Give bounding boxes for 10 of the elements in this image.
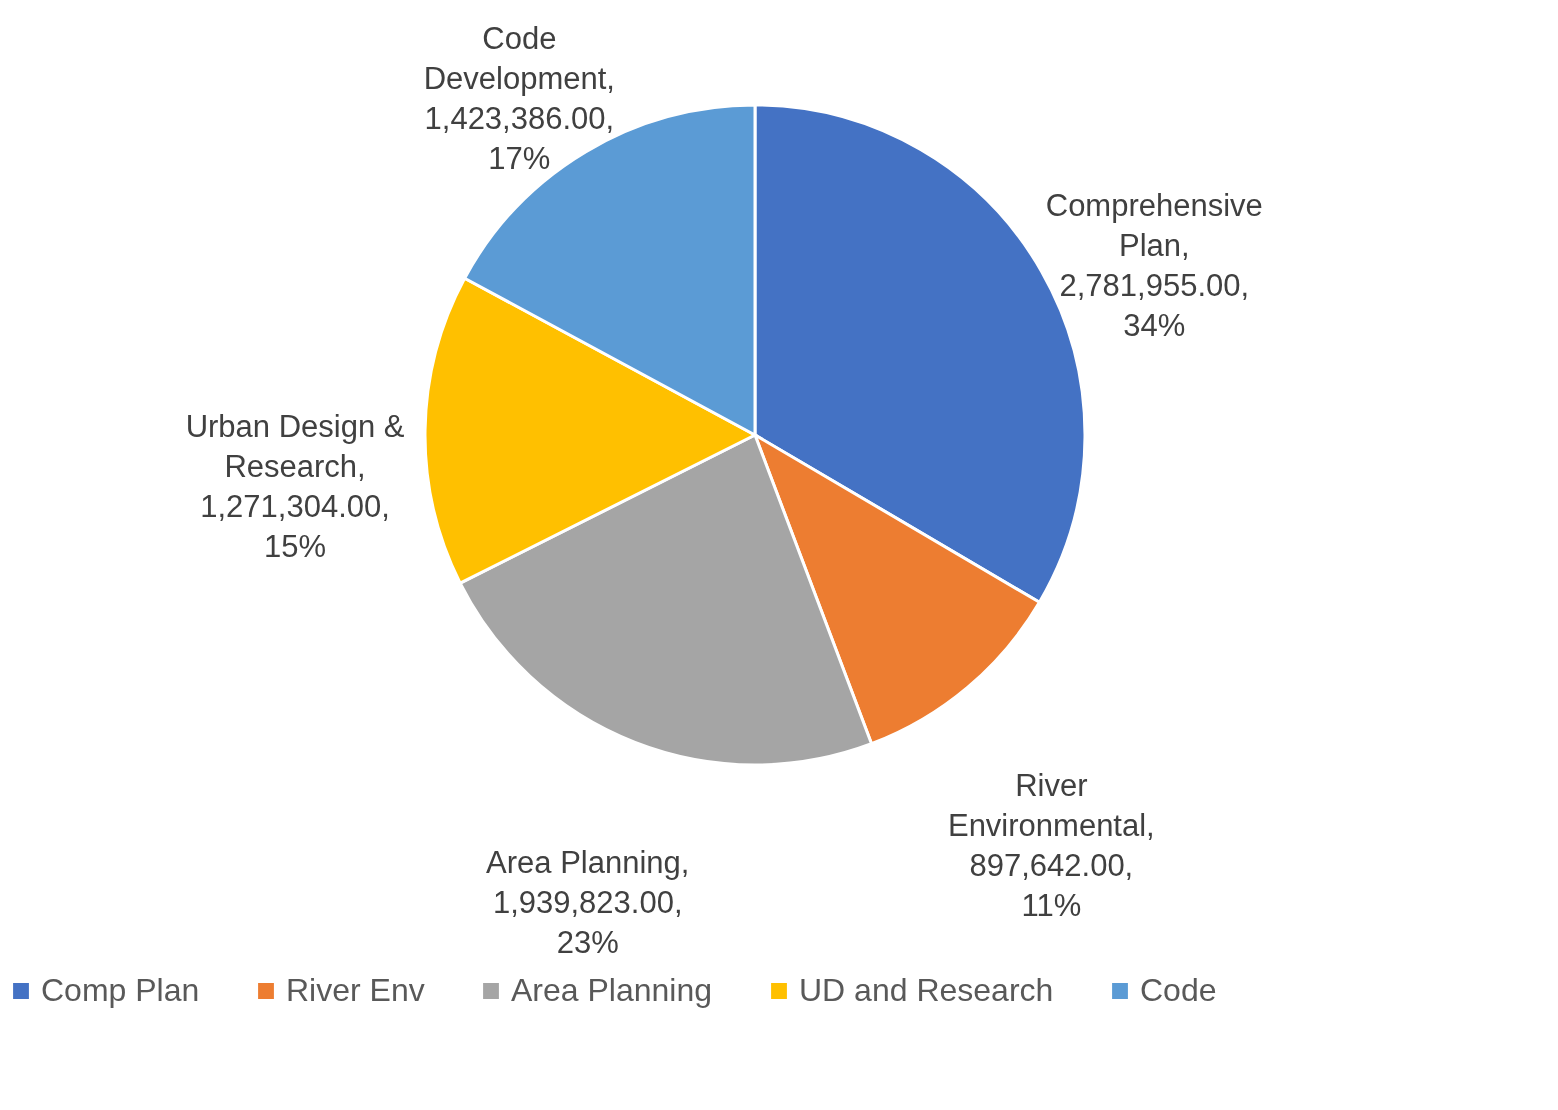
legend-label: River Env xyxy=(286,972,425,1008)
legend-label: Comp Plan xyxy=(41,972,200,1008)
legend-label: UD and Research xyxy=(799,972,1054,1008)
data-label: Area Planning, 1,939,823.00, 23% xyxy=(486,844,690,960)
legend-label: Code xyxy=(1140,972,1217,1008)
legend-label: Area Planning xyxy=(511,972,713,1008)
data-label: River Environmental, 897,642.00, 11% xyxy=(947,767,1155,923)
data-label: Code Development, 1,423,386.00, 17% xyxy=(423,20,615,176)
data-label: Urban Design & Research, 1,271,304.00, 15% xyxy=(185,409,405,565)
data-label: Comprehensive Plan, 2,781,955.00, 34% xyxy=(1045,187,1263,343)
